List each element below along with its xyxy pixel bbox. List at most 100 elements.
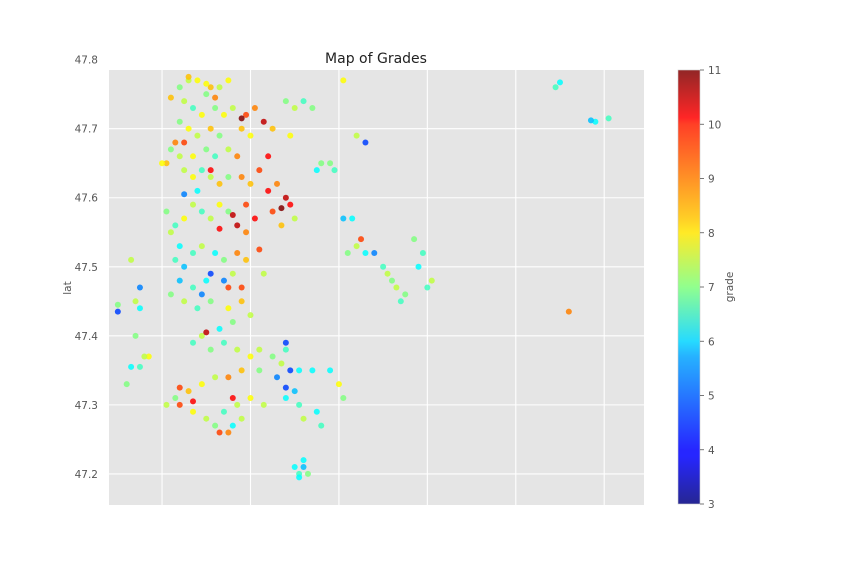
colorbar-ticks: 3 4 5 6 7 8 9 10 11 bbox=[700, 65, 721, 511]
scatter-point bbox=[358, 236, 365, 243]
y-axis-label: lat bbox=[62, 281, 74, 294]
scatter-point bbox=[318, 160, 325, 167]
scatter-point bbox=[190, 174, 197, 181]
scatter-point bbox=[274, 374, 281, 381]
scatter-point bbox=[287, 367, 294, 374]
scatter-point bbox=[114, 301, 121, 308]
scatter-point bbox=[225, 77, 232, 84]
scatter-point bbox=[238, 298, 245, 305]
scatter-point bbox=[207, 174, 214, 181]
scatter-point bbox=[238, 284, 245, 291]
scatter-point bbox=[282, 339, 289, 346]
scatter-point bbox=[136, 363, 143, 370]
scatter-point bbox=[229, 394, 236, 401]
scatter-point bbox=[159, 160, 166, 167]
scatter-point bbox=[256, 346, 263, 353]
scatter-point bbox=[251, 104, 258, 111]
scatter-point bbox=[123, 381, 130, 388]
y-tick-label: 47.3 bbox=[75, 400, 98, 412]
scatter-point bbox=[291, 464, 298, 471]
scatter-point bbox=[556, 79, 563, 86]
scatter-point bbox=[167, 146, 174, 153]
scatter-point bbox=[190, 104, 197, 111]
scatter-point bbox=[304, 470, 311, 477]
scatter-point bbox=[552, 84, 559, 91]
scatter-point bbox=[247, 132, 254, 139]
scatter-point bbox=[340, 215, 347, 222]
scatter-point bbox=[274, 180, 281, 187]
scatter-point bbox=[282, 98, 289, 105]
scatter-point bbox=[243, 229, 250, 236]
scatter-point bbox=[176, 277, 183, 284]
scatter-point bbox=[419, 249, 426, 256]
colorbar-tick-label: 10 bbox=[708, 119, 721, 131]
scatter-point bbox=[212, 94, 219, 101]
scatter-point bbox=[176, 401, 183, 408]
y-tick-label: 47.6 bbox=[75, 193, 99, 205]
scatter-point bbox=[198, 111, 205, 118]
scatter-point bbox=[181, 263, 188, 270]
scatter-point bbox=[415, 263, 422, 270]
colorbar-tick-label: 11 bbox=[708, 65, 721, 77]
scatter-point bbox=[265, 153, 272, 160]
scatter-point bbox=[327, 160, 334, 167]
chart-title: Map of Grades bbox=[325, 51, 427, 67]
scatter-point bbox=[216, 429, 223, 436]
scatter-point bbox=[167, 291, 174, 298]
scatter-point bbox=[238, 115, 245, 122]
scatter-point bbox=[291, 388, 298, 395]
scatter-point bbox=[282, 194, 289, 201]
scatter-point bbox=[278, 205, 285, 212]
scatter-point bbox=[176, 384, 183, 391]
scatter-point bbox=[296, 401, 303, 408]
grid-lines bbox=[109, 59, 644, 505]
scatter-point bbox=[247, 353, 254, 360]
scatter-point bbox=[234, 249, 241, 256]
scatter-point bbox=[114, 308, 121, 315]
scatter-point bbox=[181, 191, 188, 198]
scatter-point bbox=[212, 422, 219, 429]
scatter-point bbox=[198, 243, 205, 250]
scatter-point bbox=[402, 291, 409, 298]
scatter-point bbox=[238, 367, 245, 374]
scatter-point bbox=[181, 215, 188, 222]
scatter-point bbox=[203, 277, 210, 284]
scatter-point bbox=[216, 180, 223, 187]
scatter-point bbox=[198, 332, 205, 339]
scatter-point bbox=[247, 312, 254, 319]
scatter-point bbox=[318, 422, 325, 429]
scatter-point bbox=[194, 132, 201, 139]
scatter-point bbox=[198, 167, 205, 174]
scatter-point bbox=[287, 132, 294, 139]
scatter-point bbox=[185, 73, 192, 80]
scatter-point bbox=[220, 256, 227, 263]
scatter-point bbox=[207, 270, 214, 277]
scatter-point bbox=[190, 249, 197, 256]
scatter-point bbox=[229, 422, 236, 429]
scatter-point bbox=[212, 153, 219, 160]
scatter-point bbox=[225, 146, 232, 153]
scatter-point bbox=[309, 104, 316, 111]
scatter-point bbox=[424, 284, 431, 291]
scatter-point bbox=[194, 305, 201, 312]
scatter-point bbox=[587, 117, 594, 124]
scatter-point bbox=[247, 394, 254, 401]
scatter-point bbox=[296, 474, 303, 481]
scatter-point bbox=[207, 125, 214, 132]
scatter-point bbox=[269, 125, 276, 132]
scatter-point bbox=[132, 332, 139, 339]
scatter-point bbox=[141, 353, 148, 360]
scatter-point bbox=[203, 415, 210, 422]
scatter-point bbox=[225, 305, 232, 312]
scatter-point bbox=[256, 367, 263, 374]
scatter-point bbox=[327, 367, 334, 374]
scatter-point bbox=[128, 256, 135, 263]
scatter-point bbox=[172, 222, 179, 229]
scatter-point bbox=[163, 160, 170, 167]
scatter-point bbox=[256, 246, 263, 253]
scatter-point bbox=[229, 104, 236, 111]
scatter-point bbox=[238, 174, 245, 181]
scatter-point bbox=[260, 270, 267, 277]
scatter-point bbox=[216, 225, 223, 232]
